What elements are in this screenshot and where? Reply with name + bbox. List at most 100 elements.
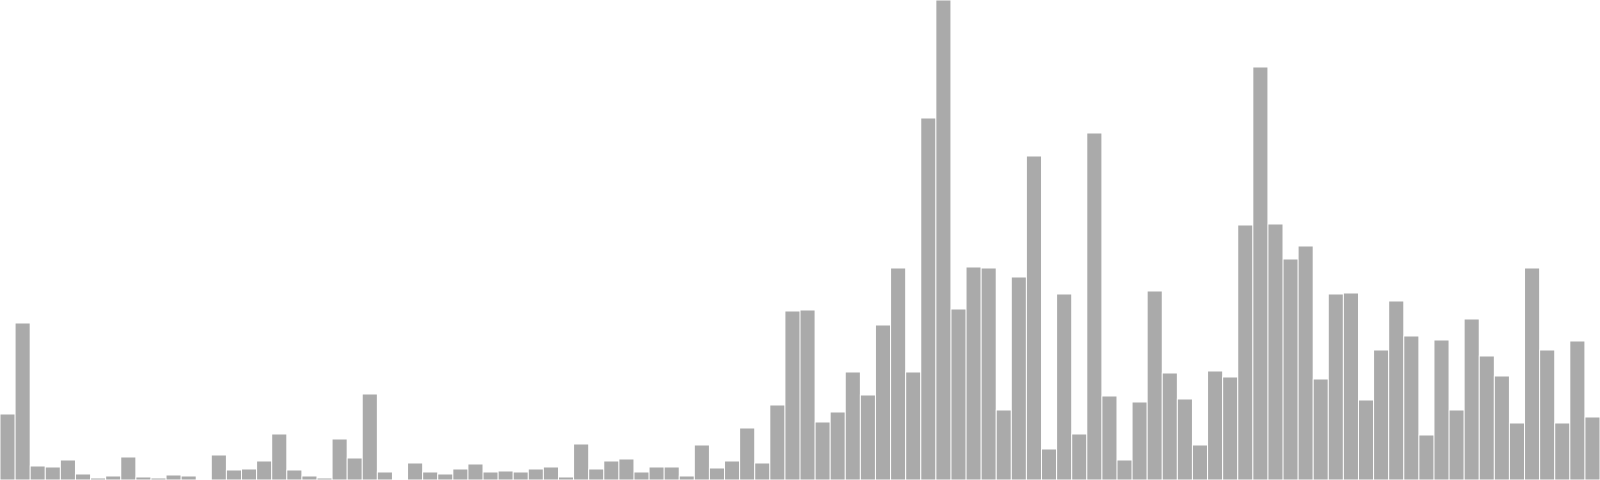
bar <box>859 394 876 480</box>
bar <box>452 468 469 480</box>
bar <box>1433 339 1450 480</box>
bar <box>890 267 907 480</box>
bar <box>1524 267 1541 480</box>
bar <box>180 475 197 480</box>
bar <box>286 469 303 480</box>
bar <box>995 409 1012 480</box>
bar <box>678 475 695 480</box>
bar <box>814 421 831 480</box>
bar <box>769 404 786 480</box>
bar <box>120 456 137 480</box>
bar <box>724 460 741 480</box>
bar <box>165 474 182 480</box>
bar <box>1493 375 1510 480</box>
bar <box>739 427 756 480</box>
bar <box>603 460 620 480</box>
bar <box>512 471 529 480</box>
bar <box>1267 223 1284 480</box>
bar <box>950 308 967 480</box>
bar <box>1357 399 1375 480</box>
bar <box>784 310 801 480</box>
bar <box>1373 349 1390 480</box>
bar <box>693 444 710 480</box>
bar <box>1010 276 1027 480</box>
bar <box>965 266 982 480</box>
bar <box>573 443 590 480</box>
bar <box>1252 66 1269 480</box>
bar <box>1207 370 1224 480</box>
bar <box>271 433 288 480</box>
bar <box>467 463 484 480</box>
bar <box>44 466 61 480</box>
bar <box>1388 300 1405 480</box>
bar <box>1584 416 1600 480</box>
bar <box>301 475 318 480</box>
bar <box>935 0 952 480</box>
bar <box>1463 318 1480 480</box>
bar <box>905 371 922 480</box>
bar <box>256 460 273 480</box>
bar <box>225 469 243 480</box>
bar <box>241 468 258 480</box>
bar <box>829 411 846 480</box>
bar <box>0 413 16 480</box>
bar <box>844 371 861 480</box>
bar <box>1508 422 1526 480</box>
bar <box>542 466 559 480</box>
bar <box>799 309 816 480</box>
bar <box>663 466 680 480</box>
bar <box>633 471 650 480</box>
bar <box>74 473 92 480</box>
bar <box>59 459 76 480</box>
bar <box>437 473 454 480</box>
bar <box>1403 335 1420 480</box>
bar <box>1478 355 1495 480</box>
bar <box>1569 340 1586 480</box>
bar <box>1342 292 1359 480</box>
bar <box>1086 132 1103 480</box>
bar <box>708 467 726 480</box>
bar <box>1554 422 1571 480</box>
bar <box>407 462 424 480</box>
bar <box>1176 398 1193 480</box>
bar <box>1282 258 1299 480</box>
bar <box>331 438 348 480</box>
bar <box>1327 293 1344 480</box>
bar <box>1448 409 1465 480</box>
bar <box>874 324 892 480</box>
bar <box>1116 459 1133 480</box>
bar <box>14 322 31 480</box>
bar <box>1222 376 1239 480</box>
bar <box>1041 448 1058 480</box>
bar <box>618 458 635 480</box>
bar <box>1297 245 1314 480</box>
bar <box>482 471 499 480</box>
bar <box>210 454 227 480</box>
bar <box>1161 372 1178 480</box>
bar <box>1237 224 1254 480</box>
bar <box>1101 395 1118 480</box>
bar <box>376 471 393 480</box>
bar <box>1071 433 1088 480</box>
bar <box>1146 290 1163 480</box>
bar <box>1056 293 1073 480</box>
bar <box>588 468 605 480</box>
bar <box>29 465 46 480</box>
bar <box>1131 401 1148 480</box>
bar <box>980 267 997 480</box>
bar <box>361 393 378 480</box>
bar <box>422 471 439 480</box>
bar <box>527 468 544 480</box>
bar <box>1191 444 1209 480</box>
bar <box>920 117 937 480</box>
bar <box>346 457 363 480</box>
bar <box>648 466 665 480</box>
bar <box>1025 155 1043 480</box>
bar <box>105 475 122 480</box>
bar <box>1418 434 1435 480</box>
bar <box>754 462 771 480</box>
bar <box>497 470 514 480</box>
